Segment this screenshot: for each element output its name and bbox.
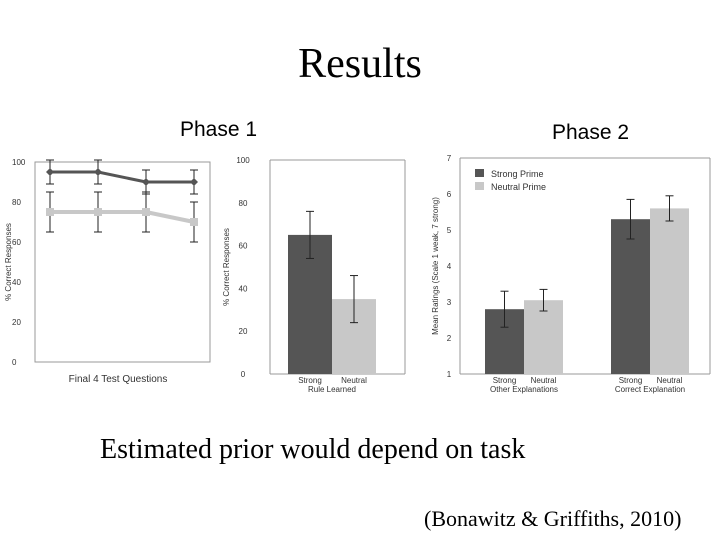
x-axis-label: Rule Learned	[308, 385, 356, 394]
bar-neutral-prime	[650, 208, 689, 374]
y-tick-label: 100	[236, 156, 250, 165]
bar-strong-prime	[611, 219, 650, 374]
subtitle-text: Estimated prior would depend on task	[100, 434, 526, 465]
plot-frame	[34, 161, 211, 363]
data-point	[190, 178, 198, 186]
y-tick-label: 0	[241, 370, 246, 379]
legend-label: Strong Prime	[491, 169, 544, 179]
y-tick-label: 3	[447, 298, 452, 307]
y-tick-label: 0	[12, 358, 17, 367]
legend-swatch	[475, 182, 484, 190]
y-axis-label: Mean Ratings (Scale 1 weak, 7 strong)	[431, 197, 440, 335]
citation-text: (Bonawitz & Griffiths, 2010)	[424, 506, 682, 531]
group-caption: Other Explanations	[490, 385, 558, 394]
y-tick-label: 20	[239, 327, 248, 336]
data-point	[190, 218, 198, 226]
y-tick-label: 40	[239, 284, 248, 293]
y-tick-label: 6	[447, 190, 452, 199]
phase-2-label: Phase 2	[552, 121, 630, 144]
legend-swatch	[475, 169, 484, 177]
y-tick-label: 60	[12, 238, 21, 247]
phase2-bar-chart: 1 2 3 4 5 6 7 Mean Ratings (Scale 1 weak, 7 str…	[431, 154, 711, 394]
x-axis-label: Final 4 Test Questions	[69, 374, 168, 385]
y-tick-label: 2	[447, 334, 452, 343]
data-point	[142, 208, 150, 216]
x-tick-label: Neutral	[531, 376, 557, 385]
y-tick-label: 40	[12, 278, 21, 287]
x-tick-label: Neutral	[657, 376, 683, 385]
phase1-bar-chart: 0 20 40 60 80 100 % Correct Responses Strong Neu…	[222, 156, 406, 394]
y-tick-label: 5	[447, 226, 452, 235]
x-tick-label: Neutral	[341, 376, 367, 385]
group-caption: Correct Explanation	[615, 385, 685, 394]
x-tick-label: Strong	[619, 376, 643, 385]
y-tick-label: 60	[239, 242, 248, 251]
y-tick-label: 20	[12, 318, 21, 327]
phase1-line-chart: 0 20 40 60 80 100 % Correct Responses Final 4 T…	[4, 158, 211, 385]
series-line-light	[50, 210, 195, 224]
phase-1-label: Phase 1	[180, 118, 258, 141]
bar-neutral-prime	[524, 300, 563, 374]
y-tick-label: 1	[447, 370, 452, 379]
legend-label: Neutral Prime	[491, 182, 546, 192]
y-axis-label: % Correct Responses	[4, 223, 13, 301]
series-line-dark	[50, 170, 194, 184]
y-tick-label: 7	[447, 154, 452, 163]
data-point	[142, 178, 150, 186]
slide-title: Results	[298, 41, 422, 87]
y-tick-label: 80	[239, 199, 248, 208]
x-tick-label: Strong	[493, 376, 517, 385]
data-point	[94, 208, 102, 216]
x-tick-label: Strong	[298, 376, 322, 385]
y-tick-label: 100	[12, 158, 26, 167]
y-tick-label: 4	[447, 262, 452, 271]
y-tick-label: 80	[12, 198, 21, 207]
data-point	[46, 208, 54, 216]
data-point	[94, 168, 102, 176]
data-point	[46, 168, 54, 176]
y-axis-label: % Correct Responses	[222, 228, 231, 306]
